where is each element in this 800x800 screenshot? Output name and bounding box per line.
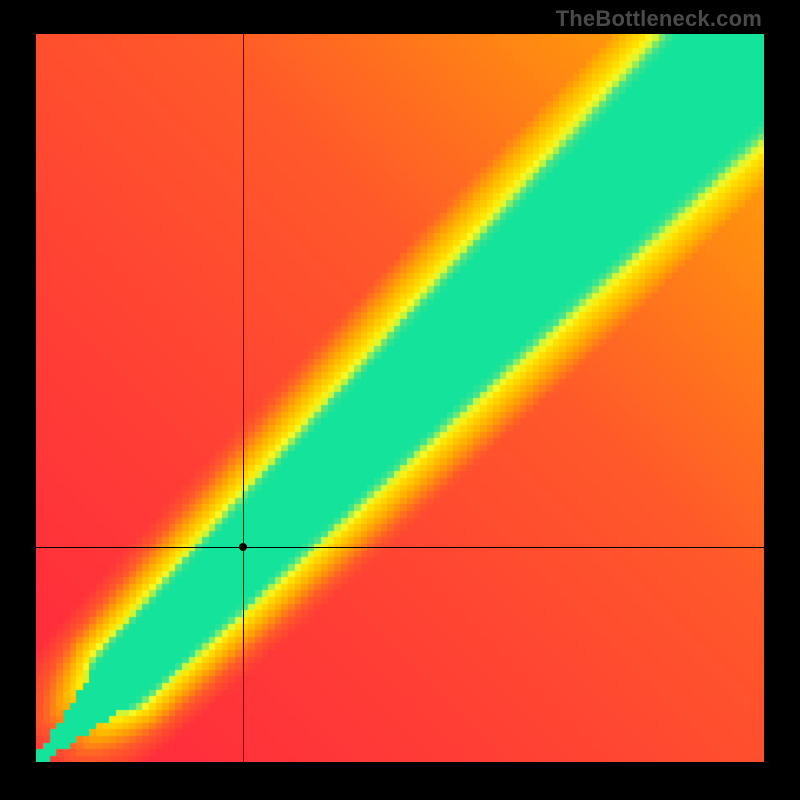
crosshair-vertical xyxy=(243,34,244,762)
crosshair-horizontal xyxy=(36,547,764,548)
heatmap-canvas xyxy=(36,34,764,762)
plot-area xyxy=(36,34,764,762)
watermark-text: TheBottleneck.com xyxy=(556,6,762,32)
data-point-marker xyxy=(239,543,247,551)
chart-container: TheBottleneck.com xyxy=(0,0,800,800)
